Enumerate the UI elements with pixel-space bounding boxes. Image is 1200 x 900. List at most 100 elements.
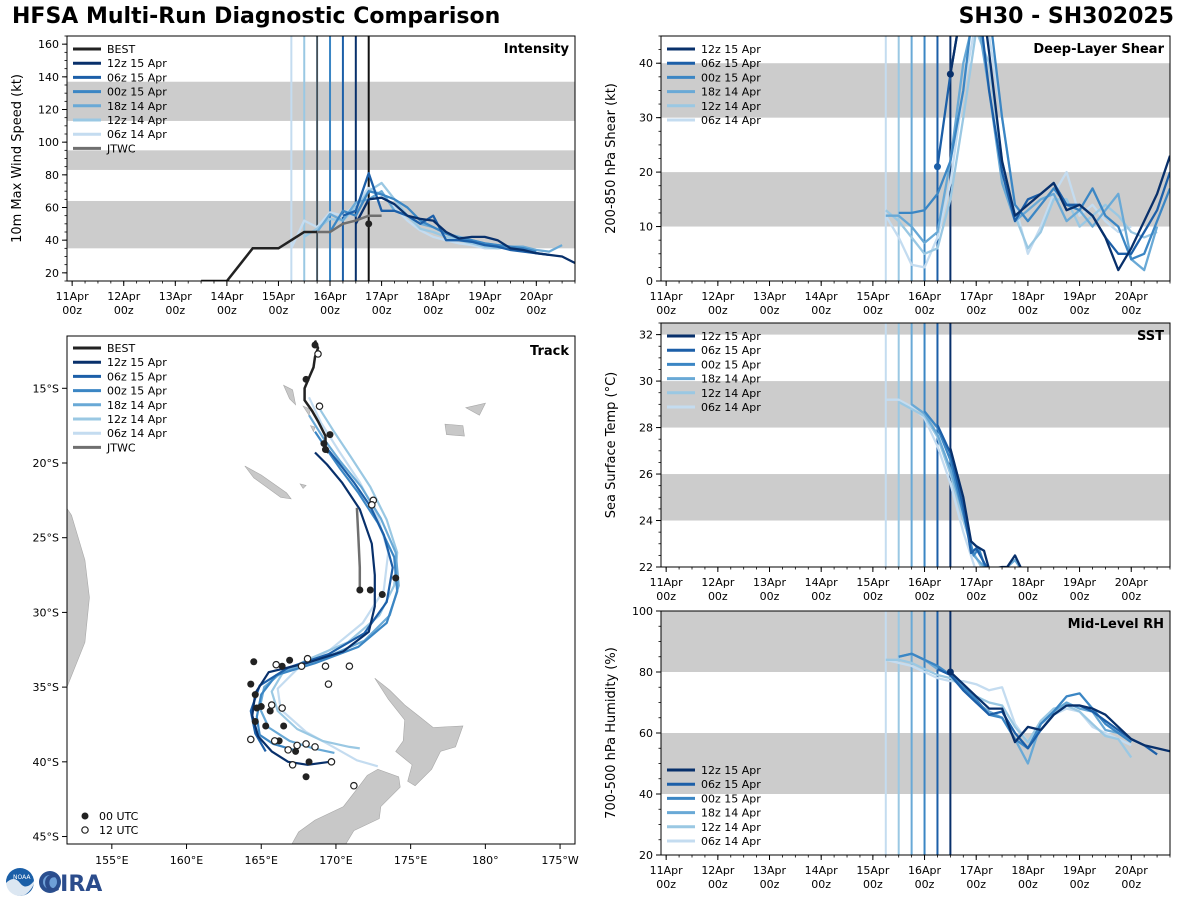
x-tick-hour: 00z: [1018, 590, 1038, 603]
init-point-marker: [946, 70, 954, 78]
lon-tick-label: 165°E: [245, 854, 278, 867]
y-tick-label: 80: [45, 169, 59, 182]
y-tick-label: 100: [38, 136, 59, 149]
x-tick-hour: 00z: [863, 304, 883, 317]
track-legend-label: 06z 15 Apr: [107, 370, 167, 383]
threshold-band: [661, 474, 1170, 521]
series-line-12z-15-Apr: [949, 36, 1170, 272]
x-tick-hour: 00z: [62, 304, 82, 317]
x-tick-hour: 00z: [372, 304, 392, 317]
lat-tick-label: 15°S: [33, 382, 59, 395]
x-tick-day: 20Apr: [1115, 576, 1149, 589]
track-legend-label: 00z 15 Apr: [107, 385, 167, 398]
sst-legend-label: 18z 14 Apr: [701, 373, 761, 386]
intensity-panel: 2040608010012014016011Apr00z12Apr00z13Ap…: [10, 35, 576, 317]
marker-12utc: [314, 350, 322, 358]
australia-land: [67, 507, 90, 688]
rh-panel: 2040608010011Apr00z12Apr00z13Apr00z14Apr…: [604, 605, 1171, 891]
marker-00utc: [378, 590, 386, 598]
lat-tick-label: 25°S: [33, 532, 59, 545]
x-tick-hour: 00z: [915, 590, 935, 603]
marker-00utc: [286, 656, 294, 664]
series-line-12z-14-Apr: [885, 658, 1133, 759]
marker-12utc: [288, 761, 297, 769]
rh-plot-area: [661, 611, 1170, 855]
intensity-plot-area: [67, 36, 575, 281]
x-tick-day: 18Apr: [1011, 576, 1045, 589]
track-plot-area: [67, 340, 486, 844]
marker-00utc: [292, 747, 300, 755]
x-tick-hour: 00z: [760, 590, 780, 603]
threshold-band: [67, 81, 575, 121]
y-tick-label: 40: [639, 788, 653, 801]
x-tick-day: 12Apr: [701, 290, 735, 303]
x-tick-hour: 00z: [114, 304, 134, 317]
marker-12utc: [321, 662, 330, 671]
x-tick-day: 15Apr: [262, 290, 296, 303]
x-tick-hour: 00z: [708, 878, 728, 891]
shear-legend-label: 00z 15 Apr: [701, 71, 761, 84]
series-line-06z-15-Apr: [936, 424, 988, 567]
vanuatu-land: [282, 384, 297, 406]
shear-legend-label: 06z 14 Apr: [701, 114, 761, 127]
y-axis-label: Sea Surface Temp (°C): [604, 372, 619, 519]
lon-tick-label: 160°E: [170, 854, 203, 867]
intensity-legend-label: 18z 14 Apr: [107, 100, 167, 113]
y-tick-label: 10: [639, 221, 653, 234]
legend-label-00utc: 00 UTC: [99, 810, 139, 823]
x-tick-hour: 00z: [1121, 590, 1141, 603]
x-tick-day: 20Apr: [1115, 290, 1149, 303]
y-tick-label: 160: [38, 38, 59, 51]
marker-00utc: [262, 722, 270, 730]
shear-legend-label: 12z 14 Apr: [701, 100, 761, 113]
series-line-12z-15-Apr: [949, 448, 1022, 567]
x-tick-hour: 00z: [708, 590, 728, 603]
marker-00utc: [251, 691, 259, 699]
legend-marker-12utc: [81, 826, 89, 834]
x-tick-day: 14Apr: [210, 290, 244, 303]
marker-12utc: [303, 654, 312, 663]
x-tick-day: 12Apr: [107, 290, 141, 303]
y-tick-label: 100: [632, 605, 653, 618]
marker-00utc: [257, 703, 265, 711]
x-tick-day: 17Apr: [960, 576, 994, 589]
x-tick-hour: 00z: [863, 878, 883, 891]
x-tick-day: 12Apr: [701, 576, 735, 589]
threshold-band: [661, 323, 1170, 335]
marker-12utc: [311, 743, 319, 751]
x-tick-day: 14Apr: [805, 864, 839, 877]
lon-tick-label: 155°E: [95, 854, 128, 867]
x-tick-hour: 00z: [966, 590, 986, 603]
shear-legend-label: 18z 14 Apr: [701, 86, 761, 99]
lon-tick-label: 175°E: [394, 854, 427, 867]
noaa-label: NOAA: [13, 874, 31, 881]
panel-title: Track: [530, 344, 569, 359]
x-tick-hour: 00z: [708, 304, 728, 317]
marker-12utc: [278, 704, 286, 712]
y-tick-label: 140: [38, 71, 59, 84]
marker-12utc: [270, 737, 279, 745]
marker-00utc: [250, 658, 258, 666]
x-tick-day: 18Apr: [1011, 864, 1045, 877]
x-tick-hour: 00z: [1121, 304, 1141, 317]
x-tick-hour: 00z: [760, 878, 780, 891]
marker-00utc: [366, 586, 374, 594]
marker-00utc: [302, 773, 310, 781]
x-tick-hour: 00z: [1070, 878, 1090, 891]
legend-marker-00utc: [81, 812, 89, 820]
rh-legend-label: 12z 15 Apr: [701, 764, 761, 777]
series-line-12z-15-Apr: [354, 196, 575, 265]
sst-legend-label: 06z 14 Apr: [701, 401, 761, 414]
panel-title: Deep-Layer Shear: [1033, 42, 1164, 57]
rh-legend-label: 06z 15 Apr: [701, 778, 761, 791]
noaa-cira-logo-icon: NOAA CIRA: [6, 868, 102, 897]
x-tick-hour: 00z: [423, 304, 443, 317]
y-tick-label: 32: [639, 329, 653, 342]
x-tick-hour: 00z: [656, 590, 676, 603]
x-tick-hour: 00z: [1070, 304, 1090, 317]
x-tick-day: 13Apr: [753, 290, 787, 303]
marker-12utc: [324, 680, 333, 688]
fiji-land: [465, 402, 486, 416]
x-tick-day: 11Apr: [56, 290, 90, 303]
x-tick-day: 19Apr: [1063, 576, 1097, 589]
